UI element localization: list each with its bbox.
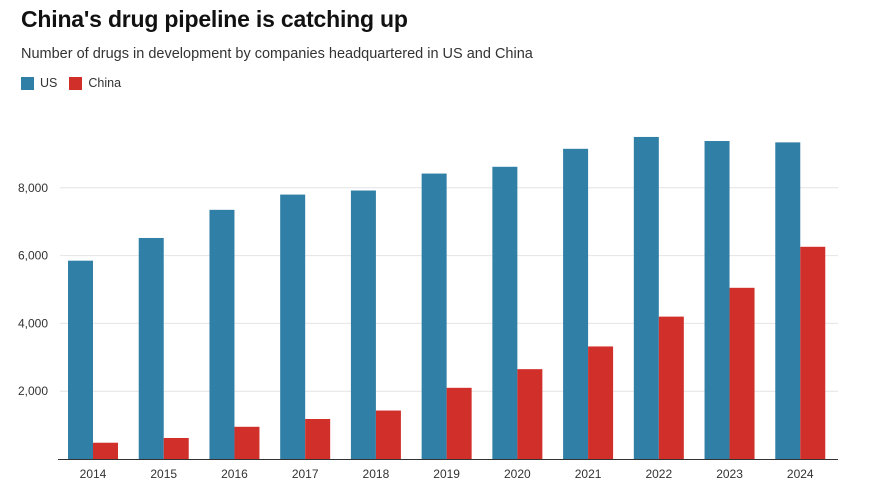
x-tick-label: 2015 xyxy=(150,467,177,481)
bar-china-2016 xyxy=(234,426,260,459)
bar-us-2022 xyxy=(633,136,659,459)
chart-title: China's drug pipeline is catching up xyxy=(21,6,408,32)
bar-china-2021 xyxy=(588,346,614,459)
x-tick-label: 2016 xyxy=(221,467,248,481)
bar-china-2024 xyxy=(800,246,826,459)
x-tick-label: 2017 xyxy=(292,467,319,481)
x-tick-label: 2024 xyxy=(787,467,814,481)
legend: US China xyxy=(21,76,133,90)
x-tick-label: 2018 xyxy=(363,467,390,481)
x-tick-label: 2021 xyxy=(575,467,602,481)
bar-china-2022 xyxy=(658,316,684,459)
chart-subtitle: Number of drugs in development by compan… xyxy=(21,46,533,62)
bar-china-2023 xyxy=(729,287,755,459)
y-tick-label: 8,000 xyxy=(18,181,48,195)
bar-us-2018 xyxy=(350,190,376,459)
x-tick-label: 2014 xyxy=(80,467,107,481)
bar-china-2017 xyxy=(305,418,331,459)
bar-china-2018 xyxy=(375,410,401,459)
x-tick-label: 2023 xyxy=(716,467,743,481)
bar-us-2020 xyxy=(492,166,518,460)
legend-item-china: China xyxy=(69,76,121,90)
legend-swatch-china xyxy=(69,76,83,90)
legend-swatch-us xyxy=(21,76,34,90)
bar-us-2017 xyxy=(280,194,306,459)
bar-us-2015 xyxy=(138,237,164,459)
bar-us-2016 xyxy=(209,209,235,459)
x-tick-label: 2020 xyxy=(504,467,531,481)
x-tick-label: 2022 xyxy=(645,467,672,481)
bar-china-2019 xyxy=(446,387,472,459)
legend-label-china: China xyxy=(88,76,122,90)
y-tick-label: 6,000 xyxy=(18,249,48,263)
bar-us-2014 xyxy=(68,260,93,459)
bar-us-2023 xyxy=(704,141,730,459)
bar-us-2021 xyxy=(563,148,589,459)
bar-china-2015 xyxy=(163,437,189,459)
legend-label-us: US xyxy=(40,76,58,90)
y-tick-label: 4,000 xyxy=(18,316,48,330)
y-tick-label: 2,000 xyxy=(18,384,48,398)
x-tick-label: 2019 xyxy=(433,467,460,481)
bar-us-2024 xyxy=(775,142,801,459)
legend-item-us: US xyxy=(21,76,57,90)
bar-us-2019 xyxy=(421,173,447,459)
bar-china-2014 xyxy=(93,442,118,459)
bar-china-2020 xyxy=(517,369,543,459)
